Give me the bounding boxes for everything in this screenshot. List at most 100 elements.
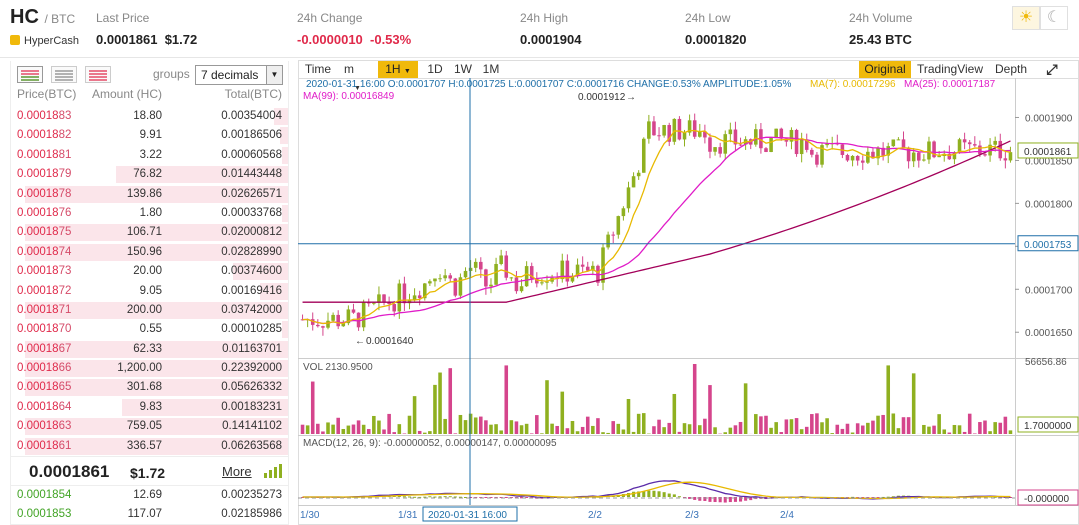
more-link[interactable]: More xyxy=(222,464,252,480)
volume-bar xyxy=(428,431,432,434)
volume-bar xyxy=(641,413,646,434)
macd-histogram-bar xyxy=(504,497,508,498)
row-amount: 20.00 xyxy=(133,265,162,278)
ask-row[interactable]: 0.0001879 76.82 0.01443448 xyxy=(11,165,288,184)
candle-body xyxy=(479,261,483,270)
price-suffix: 78 xyxy=(58,187,72,200)
depth-bar xyxy=(274,108,288,125)
candle-body xyxy=(529,266,534,279)
ask-row[interactable]: 0.0001861 336.57 0.06263568 xyxy=(11,437,288,456)
price-prefix: 0.00018 xyxy=(17,110,59,122)
ask-row[interactable]: 0.0001865 301.68 0.05626332 xyxy=(11,378,288,397)
ask-row[interactable]: 0.0001864 9.83 0.00183231 xyxy=(11,398,288,417)
price-prefix: 0.00018 xyxy=(17,303,59,316)
candle-body xyxy=(703,131,707,138)
candle-body xyxy=(377,294,381,303)
candle-body xyxy=(906,147,911,162)
view-tradingview-tab[interactable]: TradingView xyxy=(916,62,984,76)
candle-body xyxy=(662,125,666,136)
last-price-value: 0.0001861 $1.72 xyxy=(96,32,197,47)
ma7-label: MA(7): 0.00017296 xyxy=(810,79,896,90)
price-prefix: 0.00018 xyxy=(17,206,59,219)
volume-bar xyxy=(402,433,407,434)
ask-row[interactable]: 0.0001882 9.91 0.00186506 xyxy=(11,126,288,145)
book-bids-icon[interactable] xyxy=(51,66,77,83)
row-total: 0.00354004 xyxy=(221,110,282,122)
ask-row[interactable]: 0.0001876 1.80 0.00033768 xyxy=(11,204,288,223)
volume-bar xyxy=(463,420,468,434)
ask-row[interactable]: 0.0001866 1,200.00 0.22392000 xyxy=(11,359,288,378)
tf-1h-button[interactable]: 1H ▼ xyxy=(378,61,418,78)
last-price-tag-bg xyxy=(1017,142,1079,159)
coin-name[interactable]: HyperCash xyxy=(10,35,79,47)
price-prefix: 0.00018 xyxy=(17,420,59,433)
volume-bar xyxy=(932,425,936,434)
ask-row[interactable]: 0.0001874 150.96 0.02828990 xyxy=(11,243,288,262)
candle-body xyxy=(366,302,371,304)
coin-icon xyxy=(10,35,20,45)
ask-row[interactable]: 0.0001871 200.00 0.03742000 xyxy=(11,301,288,320)
row-total: 0.02828990 xyxy=(221,245,282,258)
vol-max-tick: 56656.86 xyxy=(1025,357,1067,368)
view-original-tab[interactable]: Original xyxy=(859,61,911,78)
candle-body xyxy=(402,283,407,304)
row-amount: 301.68 xyxy=(126,381,162,394)
ask-row[interactable]: 0.0001872 9.05 0.00169416 xyxy=(11,282,288,301)
tf-time-button[interactable]: Time xyxy=(304,62,332,76)
groups-select[interactable]: 7 decimals ▼ xyxy=(195,65,283,85)
tf-1d-button[interactable]: 1D xyxy=(427,62,443,76)
candle-body xyxy=(519,286,524,292)
macd-signal-line xyxy=(302,481,1011,500)
candle-body xyxy=(422,283,427,299)
row-total: 0.00060568 xyxy=(221,148,282,161)
candle-body xyxy=(392,304,397,312)
candle-body xyxy=(774,128,778,138)
dark-theme-button[interactable]: ☾ xyxy=(1040,6,1068,30)
volume-bar xyxy=(626,398,631,434)
candle-body xyxy=(789,129,794,142)
macd-histogram-bar xyxy=(672,494,676,497)
tf-1w-button[interactable]: 1W xyxy=(454,62,472,76)
col-amount: Amount (HC) xyxy=(91,87,162,101)
bid-row[interactable]: 0.0001853 117.07 0.02185986 xyxy=(11,505,288,524)
candle-body xyxy=(565,260,570,282)
book-asks-icon[interactable] xyxy=(85,66,111,83)
book-both-icon[interactable] xyxy=(17,66,43,83)
macd-histogram-bar xyxy=(708,497,712,502)
bid-row[interactable]: 0.0001854 12.69 0.00235273 xyxy=(11,486,288,505)
candle-body xyxy=(545,281,549,283)
ask-row[interactable]: 0.0001873 20.00 0.00374600 xyxy=(11,262,288,281)
row-amount: 139.86 xyxy=(126,187,162,200)
volume-bar xyxy=(422,432,427,434)
macd-histogram-bar xyxy=(657,491,661,497)
row-amount: 0.55 xyxy=(139,323,162,336)
macd-histogram-bar xyxy=(703,497,707,501)
ask-row[interactable]: 0.0001883 18.80 0.00354004 xyxy=(11,107,288,126)
view-depth-tab[interactable]: Depth xyxy=(994,62,1028,76)
volume-bar xyxy=(616,423,621,434)
candle-body xyxy=(326,320,330,328)
volume-bar xyxy=(820,422,824,434)
price-suffix: 54 xyxy=(58,489,72,502)
price-suffix: 66 xyxy=(58,362,72,375)
ask-row[interactable]: 0.0001875 106.71 0.02000812 xyxy=(11,223,288,242)
kline-chart[interactable]: Time m ▼ 1H ▼ 1D 1W 1M Original TradingV… xyxy=(298,60,1079,525)
ask-row[interactable]: 0.0001881 3.22 0.00060568 xyxy=(11,146,288,165)
volume-bar xyxy=(372,415,376,434)
price-prefix: 0.00018 xyxy=(17,187,59,200)
ask-row[interactable]: 0.0001878 139.86 0.02626571 xyxy=(11,185,288,204)
light-theme-button[interactable]: ☀ xyxy=(1012,6,1040,30)
ask-row[interactable]: 0.0001863 759.05 0.14141102 xyxy=(11,417,288,436)
volume-bar xyxy=(799,429,804,434)
candle-body xyxy=(361,302,366,328)
volume-bar xyxy=(957,425,962,434)
row-price: 0.0001871 xyxy=(17,301,71,320)
tf-minute-dropdown[interactable]: m ▼ xyxy=(338,61,372,92)
row-price: 0.0001853 xyxy=(17,505,71,524)
fullscreen-icon[interactable]: ⤢ xyxy=(1046,61,1058,77)
row-price: 0.0001865 xyxy=(17,378,71,397)
ask-row[interactable]: 0.0001870 0.55 0.00010285 xyxy=(11,320,288,339)
tf-1month-button[interactable]: 1M xyxy=(482,62,500,76)
volume-bar xyxy=(860,425,865,434)
ask-row[interactable]: 0.0001867 62.33 0.01163701 xyxy=(11,340,288,359)
